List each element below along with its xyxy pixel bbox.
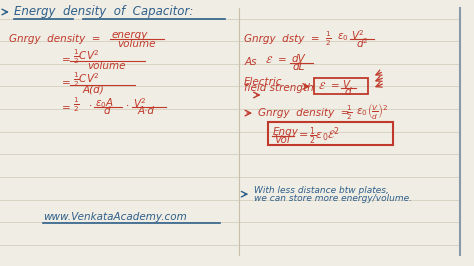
Text: $\varepsilon_0$: $\varepsilon_0$ (356, 106, 368, 118)
Text: d: d (103, 106, 110, 116)
Text: $\varepsilon_0$: $\varepsilon_0$ (337, 31, 348, 43)
Text: $\frac{1}{2}$CV$^2$: $\frac{1}{2}$CV$^2$ (73, 47, 100, 66)
Text: V$^2$: V$^2$ (133, 96, 146, 110)
Text: www.VenkataAcademy.com: www.VenkataAcademy.com (43, 212, 186, 222)
Text: As: As (244, 57, 256, 67)
Text: $\frac{1}{2}$CV$^2$: $\frac{1}{2}$CV$^2$ (73, 70, 100, 89)
Text: $\frac{1}{2}$: $\frac{1}{2}$ (73, 96, 80, 114)
Text: $\left(\frac{V}{d}\right)^2$: $\left(\frac{V}{d}\right)^2$ (367, 101, 389, 121)
Text: we can store more energy/volume.: we can store more energy/volume. (254, 194, 411, 203)
Text: Gnrgy  density  =: Gnrgy density = (9, 34, 101, 44)
Text: V$^2$: V$^2$ (351, 28, 364, 42)
Text: $\mathcal{E}$  =: $\mathcal{E}$ = (318, 80, 339, 92)
Text: With less distance btw plates,: With less distance btw plates, (254, 186, 389, 195)
Text: A·d: A·d (137, 106, 155, 116)
Text: =: = (62, 103, 70, 113)
Text: $= \frac{1}{2}\varepsilon_0\mathcal{E}^2$: $= \frac{1}{2}\varepsilon_0\mathcal{E}^2… (296, 126, 340, 147)
Text: =: = (62, 78, 70, 88)
Text: dL: dL (293, 62, 305, 72)
Text: Engy: Engy (273, 127, 299, 137)
Text: volume: volume (118, 39, 156, 49)
Text: V: V (342, 80, 349, 90)
Text: field strength: field strength (244, 83, 314, 93)
Text: $\mathcal{E}$  =: $\mathcal{E}$ = (265, 54, 287, 65)
Text: $\frac{1}{2}$: $\frac{1}{2}$ (346, 104, 353, 122)
Text: Gnrgy  density  =: Gnrgy density = (258, 108, 350, 118)
Text: =: = (62, 55, 70, 65)
Text: $\varepsilon_0$A: $\varepsilon_0$A (95, 96, 114, 110)
Text: $\frac{1}{2}$: $\frac{1}{2}$ (325, 29, 331, 48)
Text: A(d): A(d) (83, 84, 105, 94)
Text: Energy  density  of  Capacitor:: Energy density of Capacitor: (14, 6, 193, 18)
Text: dV: dV (292, 53, 305, 64)
Text: Electric: Electric (244, 77, 283, 87)
Bar (314, 78, 368, 94)
Bar (268, 122, 393, 145)
Text: volume: volume (88, 61, 126, 71)
Text: Gnrgy  dsty  =: Gnrgy dsty = (244, 34, 320, 44)
Text: energy: energy (111, 30, 148, 40)
Text: d: d (344, 86, 351, 97)
Text: d$^2$: d$^2$ (356, 36, 368, 50)
Text: Vol: Vol (274, 135, 290, 146)
Text: $\cdot$: $\cdot$ (88, 100, 92, 110)
Text: $\cdot$: $\cdot$ (125, 100, 129, 110)
